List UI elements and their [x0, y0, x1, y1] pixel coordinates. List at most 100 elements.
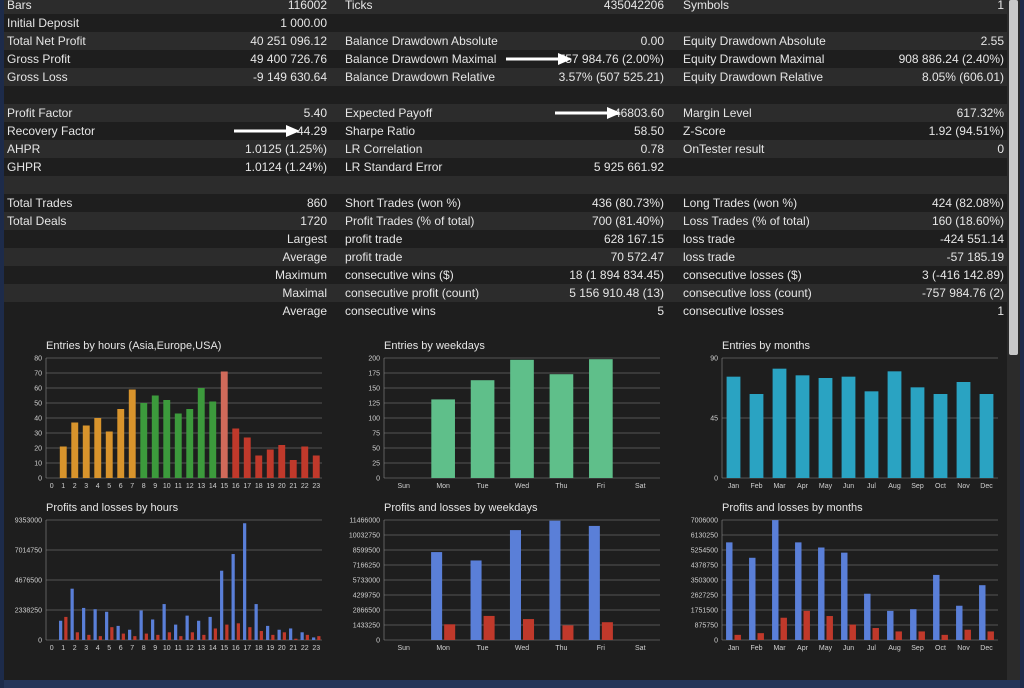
bar: [167, 632, 171, 640]
x-tick-label: 7: [130, 483, 134, 490]
x-tick-label: Tue: [477, 645, 489, 652]
stat-label: consecutive wins: [345, 304, 436, 318]
bar: [772, 520, 779, 640]
stat-label: profit trade: [345, 232, 403, 246]
stat-value: 0: [997, 142, 1004, 156]
bar: [220, 371, 228, 478]
stat-label: Margin Level: [683, 106, 752, 120]
stat-value: 860: [306, 196, 327, 210]
stat-value: Average: [282, 250, 327, 264]
y-tick-label: 4299750: [353, 593, 380, 600]
x-tick-label: May: [819, 483, 833, 490]
y-tick-label: 0: [38, 638, 42, 645]
bar: [726, 542, 733, 640]
x-tick-label: 13: [197, 483, 205, 490]
scrollbar-thumb[interactable]: [1009, 0, 1018, 355]
bar: [197, 620, 201, 640]
bar: [110, 627, 114, 640]
bar: [294, 638, 298, 640]
x-tick-label: Jul: [867, 645, 876, 652]
bar: [470, 380, 495, 478]
bar: [197, 388, 205, 478]
stat-value: 70 572.47: [610, 250, 664, 264]
bar: [749, 557, 756, 640]
stats-row: Profit Factor 5.40 Expected Payoff 46803.60…: [4, 104, 1007, 122]
x-tick-label: Jan: [728, 483, 739, 490]
y-tick-label: 2866500: [353, 608, 380, 615]
x-tick-label: 11: [175, 645, 182, 652]
bar: [872, 628, 879, 640]
y-tick-label: 70: [34, 371, 42, 378]
bar: [588, 525, 600, 640]
stats-row: Average consecutive wins 5 consecutive loss…: [4, 302, 1007, 320]
bar: [254, 604, 258, 640]
stat-label: Equity Drawdown Maximal: [683, 52, 825, 66]
y-tick-label: 80: [34, 356, 42, 363]
bar: [105, 431, 113, 478]
stat-value: 1: [997, 304, 1004, 318]
bar: [71, 422, 79, 478]
y-tick-label: 9353000: [15, 518, 42, 525]
x-tick-label: Jun: [843, 483, 854, 490]
x-tick-label: 18: [255, 645, 263, 652]
stat-value: 1: [997, 0, 1004, 12]
y-tick-label: 5733000: [353, 578, 380, 585]
bar: [841, 376, 856, 478]
x-tick-label: 4: [96, 483, 100, 490]
x-tick-label: 22: [301, 645, 309, 652]
stat-value: Maximal: [282, 286, 327, 300]
y-tick-label: 150: [368, 386, 380, 393]
x-tick-label: Apr: [797, 645, 809, 652]
stat-value: 58.50: [633, 124, 664, 138]
y-tick-label: 1751500: [691, 608, 718, 615]
y-tick-label: 60: [34, 386, 42, 393]
y-tick-label: 4676500: [15, 578, 42, 585]
bar: [818, 547, 825, 640]
bar: [510, 359, 534, 478]
stat-value: 2.55: [980, 34, 1004, 48]
bar: [864, 391, 879, 478]
stat-label: OnTester result: [683, 142, 765, 156]
y-tick-label: 0: [714, 476, 718, 483]
x-tick-label: 10: [163, 483, 171, 490]
stat-value: Largest: [286, 232, 327, 246]
stats-row: Largest profit trade 628 167.15 loss trade -…: [4, 230, 1007, 248]
stat-value: 0.00: [640, 34, 664, 48]
x-tick-label: Mon: [436, 645, 450, 652]
stat-label: Total Trades: [7, 196, 73, 210]
bar: [202, 634, 206, 640]
x-tick-label: Sun: [397, 483, 410, 490]
bar: [121, 633, 125, 640]
x-tick-label: 15: [220, 645, 228, 652]
x-tick-label: 21: [289, 645, 297, 652]
chart-entries-weekdays: Entries by weekdays 0 25 50 75 100 125 150 175 2…: [346, 340, 676, 500]
y-tick-label: 7006000: [691, 518, 718, 525]
bar: [818, 378, 833, 478]
stat-value: 46803.60: [613, 106, 664, 120]
stat-value: 757 984.76 (2.00%): [558, 52, 664, 66]
chart-title: Profits and losses by hours: [46, 502, 179, 514]
x-tick-label: 5: [107, 645, 111, 652]
x-tick-label: Feb: [750, 483, 762, 490]
y-tick-label: 2627250: [691, 593, 718, 600]
bar: [133, 636, 137, 640]
stat-label: profit trade: [345, 250, 403, 264]
bar: [64, 616, 68, 640]
bar: [70, 588, 74, 640]
bar: [128, 629, 132, 640]
x-tick-label: Sep: [911, 645, 924, 652]
bar: [483, 615, 495, 640]
stat-label: Initial Deposit: [7, 16, 80, 30]
x-tick-label: 12: [186, 483, 194, 490]
bar: [174, 624, 178, 640]
x-tick-label: 13: [197, 645, 205, 652]
stat-value: 44.29: [296, 124, 327, 138]
stat-label: LR Standard Error: [345, 160, 443, 174]
y-tick-label: 90: [710, 356, 718, 363]
stat-value: 1720: [300, 214, 327, 228]
stat-value: 700 (81.40%): [591, 214, 664, 228]
stat-value: 160 (18.60%): [931, 214, 1004, 228]
x-tick-label: 9: [153, 483, 157, 490]
stat-label: Long Trades (won %): [683, 196, 798, 210]
vertical-scrollbar[interactable]: [1007, 0, 1020, 680]
